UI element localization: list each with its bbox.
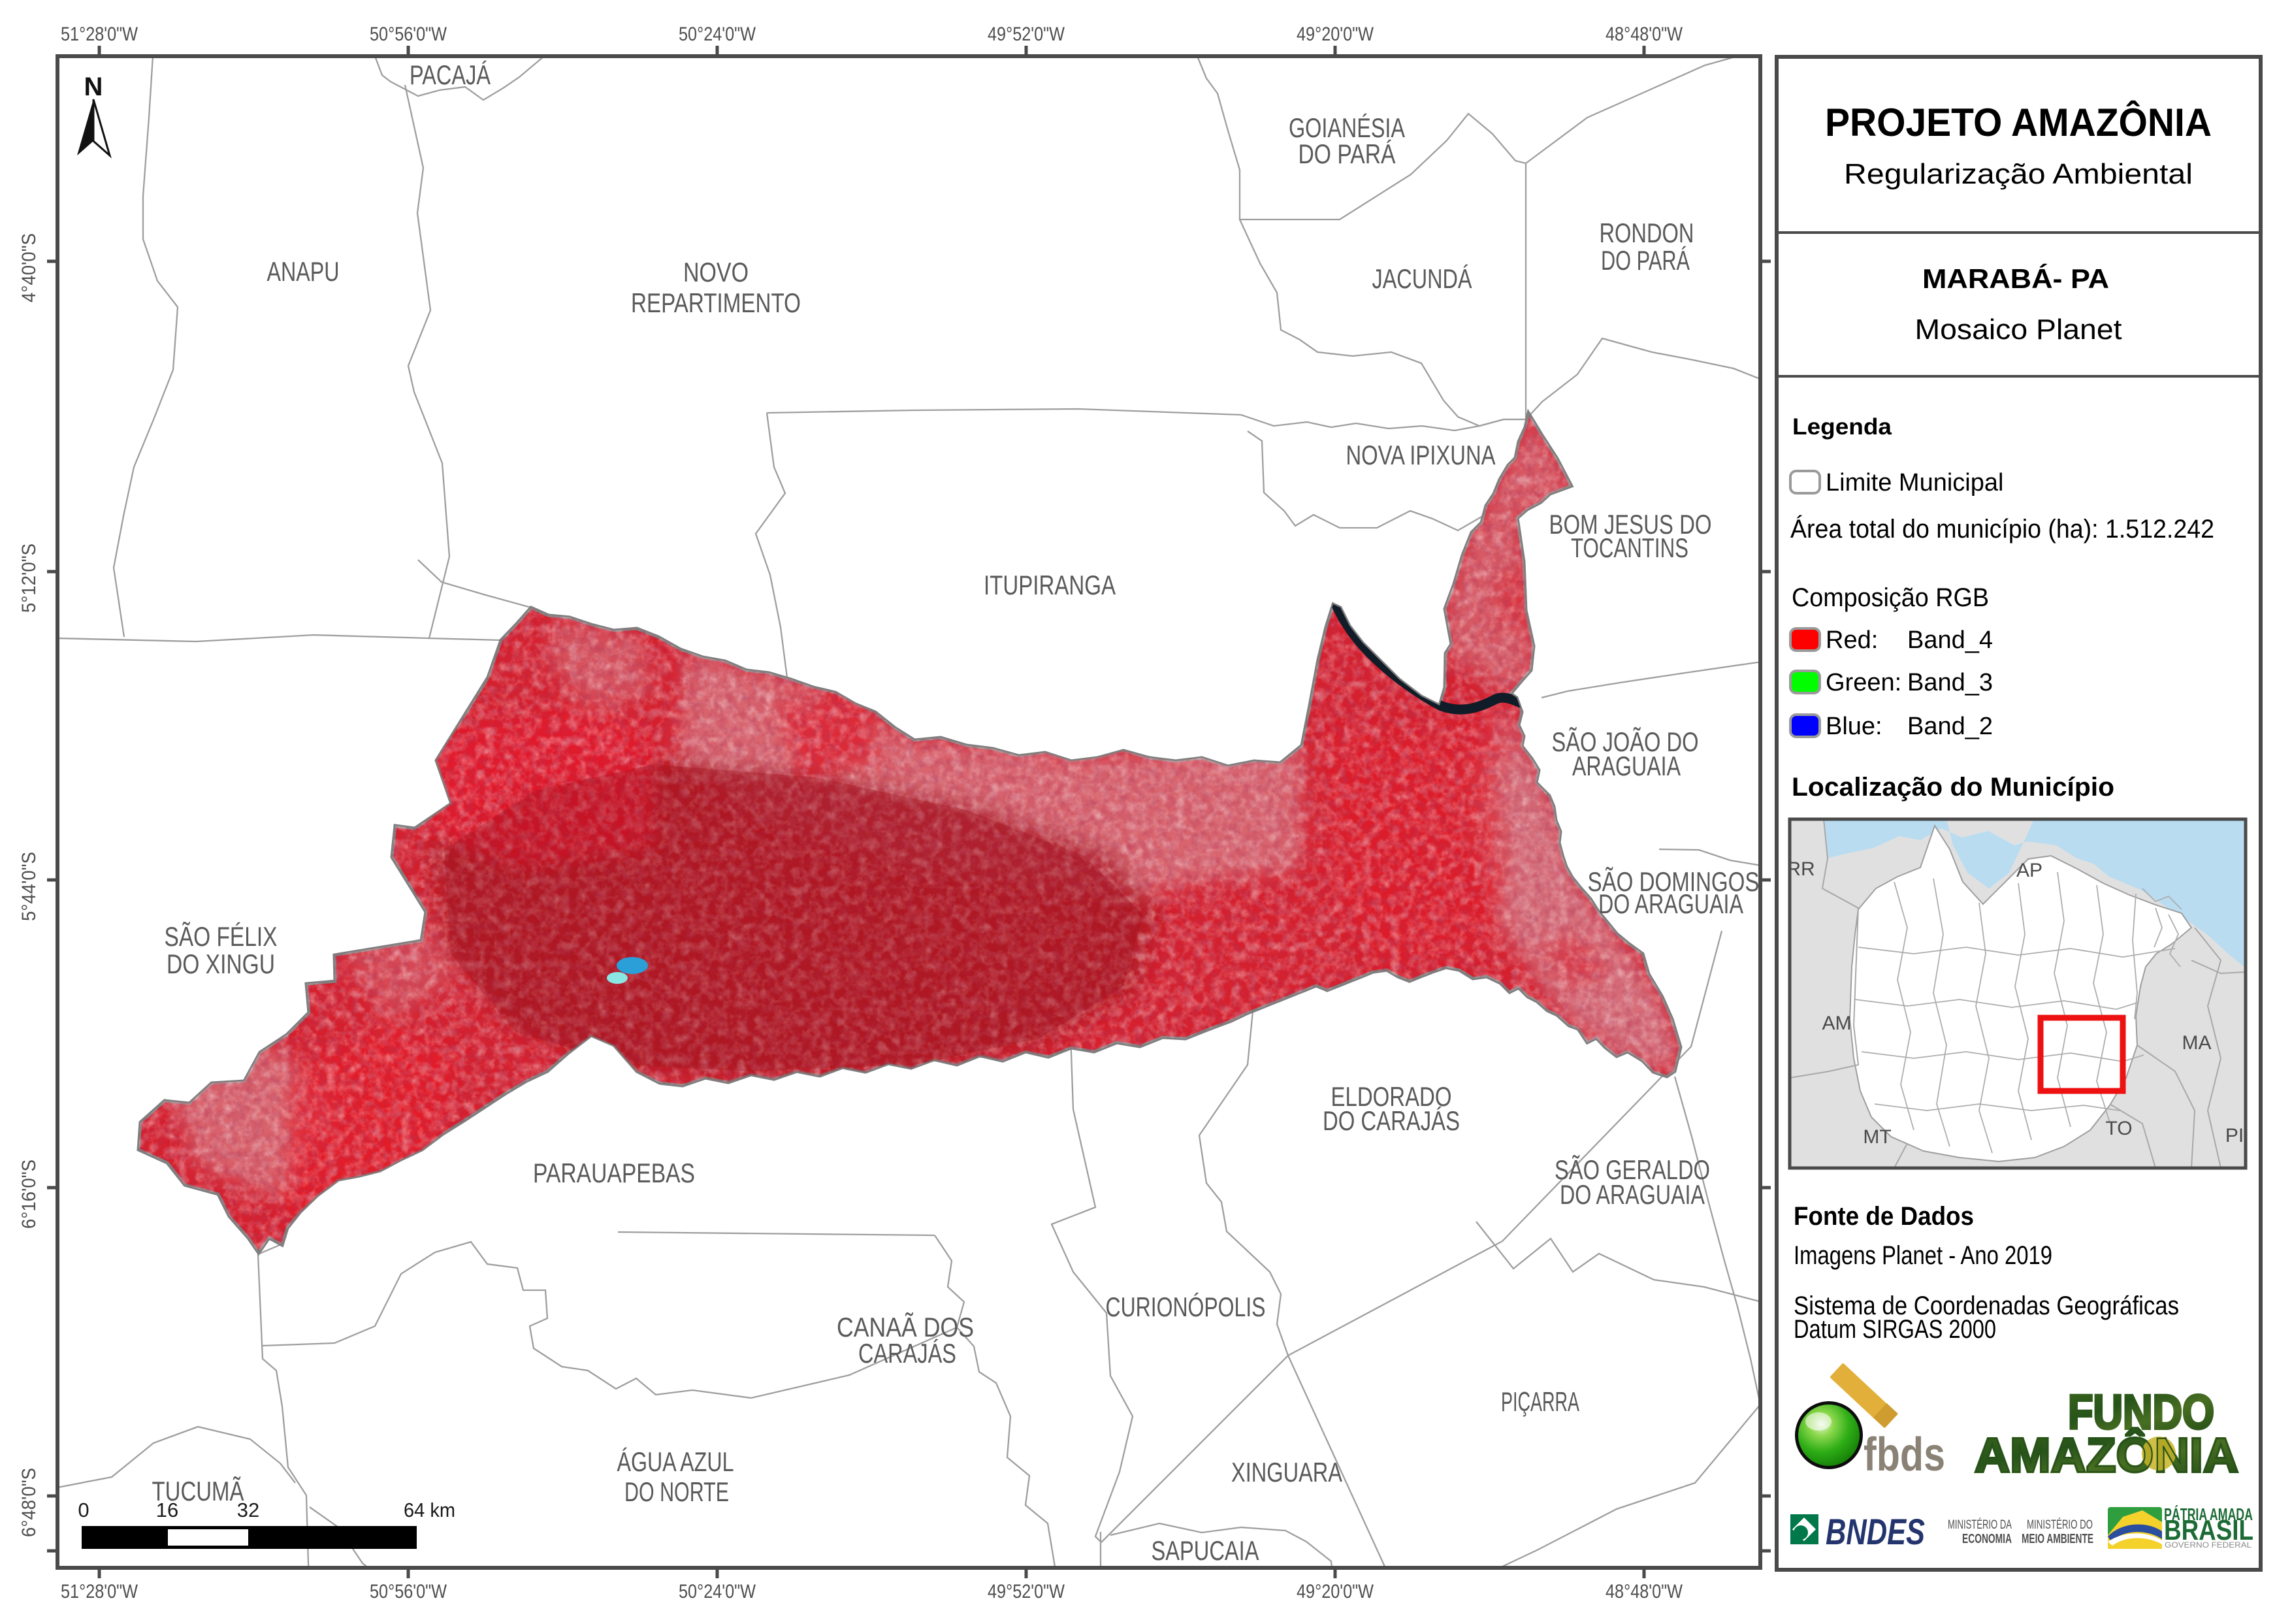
svg-text:64 km: 64 km — [404, 1499, 455, 1521]
svg-text:DO ARAGUAIA: DO ARAGUAIA — [1598, 888, 1743, 919]
svg-text:DO PARÁ: DO PARÁ — [1299, 138, 1396, 169]
svg-text:XINGUARA: XINGUARA — [1231, 1457, 1342, 1487]
svg-text:50°56'0"W: 50°56'0"W — [370, 24, 447, 45]
svg-text:49°20'0"W: 49°20'0"W — [1297, 1581, 1374, 1602]
svg-text:MA: MA — [2182, 1032, 2212, 1054]
svg-text:NOVO: NOVO — [683, 257, 749, 287]
svg-text:MINISTÉRIO DA: MINISTÉRIO DA — [1948, 1518, 2012, 1532]
svg-text:GOVERNO FEDERAL: GOVERNO FEDERAL — [2165, 1540, 2252, 1550]
svg-text:6°48'0"S: 6°48'0"S — [18, 1468, 40, 1537]
svg-text:RR: RR — [1786, 858, 1815, 880]
svg-text:Red:: Red: — [1826, 626, 1878, 654]
svg-text:Fonte de Dados: Fonte de Dados — [1794, 1202, 1974, 1231]
svg-text:FUNDO: FUNDO — [2068, 1385, 2214, 1439]
svg-text:ANAPU: ANAPU — [267, 256, 340, 287]
svg-text:48°48'0"W: 48°48'0"W — [1606, 1581, 1683, 1602]
svg-text:N: N — [84, 73, 103, 101]
svg-text:SÃO JOÃO DO: SÃO JOÃO DO — [1552, 726, 1699, 757]
svg-text:SÃO GERALDO: SÃO GERALDO — [1555, 1154, 1710, 1185]
svg-text:PARAUAPEBAS: PARAUAPEBAS — [533, 1158, 695, 1188]
svg-text:MT: MT — [1863, 1126, 1891, 1148]
svg-text:AM: AM — [1822, 1013, 1852, 1034]
svg-text:5°44'0"S: 5°44'0"S — [18, 852, 40, 921]
svg-text:BNDES: BNDES — [1826, 1511, 1925, 1552]
svg-text:ITUPIRANGA: ITUPIRANGA — [984, 570, 1116, 600]
svg-text:5°12'0"S: 5°12'0"S — [18, 544, 40, 613]
svg-text:PÁTRIA AMADA: PÁTRIA AMADA — [2164, 1504, 2253, 1524]
svg-text:BOM JESUS DO: BOM JESUS DO — [1549, 509, 1712, 540]
svg-text:Imagens Planet - Ano 2019: Imagens Planet - Ano 2019 — [1794, 1241, 2052, 1270]
svg-text:Green:: Green: — [1826, 669, 1901, 696]
svg-text:Mosaico Planet: Mosaico Planet — [1915, 314, 2122, 346]
svg-text:50°56'0"W: 50°56'0"W — [370, 1581, 447, 1602]
svg-text:ELDORADO: ELDORADO — [1331, 1081, 1452, 1112]
svg-text:Band_4: Band_4 — [1907, 626, 1993, 654]
svg-text:DO ARAGUAIA: DO ARAGUAIA — [1560, 1179, 1705, 1210]
svg-text:Área total do município (ha):: Área total do município (ha): 1.512.242 — [1790, 514, 2214, 544]
svg-text:AP: AP — [2016, 860, 2042, 881]
svg-text:Blue:: Blue: — [1826, 713, 1882, 740]
svg-text:ECONOMIA: ECONOMIA — [1962, 1532, 2012, 1546]
svg-text:MINISTÉRIO DO: MINISTÉRIO DO — [2027, 1518, 2093, 1532]
svg-text:NOVA IPIXUNA: NOVA IPIXUNA — [1346, 440, 1496, 470]
svg-text:RONDON: RONDON — [1600, 218, 1694, 248]
svg-text:PACAJÁ: PACAJÁ — [410, 59, 491, 90]
svg-text:TOCANTINS: TOCANTINS — [1571, 532, 1688, 563]
svg-text:49°52'0"W: 49°52'0"W — [988, 1581, 1065, 1602]
svg-text:Band_2: Band_2 — [1907, 713, 1993, 740]
svg-text:Regularização Ambiental: Regularização Ambiental — [1844, 158, 2193, 190]
svg-text:DO NORTE: DO NORTE — [624, 1476, 729, 1507]
svg-text:AMAZÔNIA: AMAZÔNIA — [1975, 1428, 2238, 1482]
svg-text:51°28'0"W: 51°28'0"W — [61, 1581, 138, 1602]
svg-text:16: 16 — [156, 1499, 178, 1521]
svg-text:PI: PI — [2225, 1125, 2244, 1146]
svg-text:ÁGUA AZUL: ÁGUA AZUL — [617, 1446, 734, 1477]
svg-text:fbds: fbds — [1864, 1429, 1945, 1481]
svg-text:49°52'0"W: 49°52'0"W — [988, 24, 1065, 45]
svg-text:GOIANÉSIA: GOIANÉSIA — [1289, 112, 1405, 143]
svg-text:AMAZÔNIA: AMAZÔNIA — [1975, 1428, 2238, 1482]
svg-text:Datum SIRGAS 2000: Datum SIRGAS 2000 — [1794, 1315, 1996, 1344]
svg-text:CURIONÓPOLIS: CURIONÓPOLIS — [1106, 1291, 1266, 1322]
svg-text:DO CARAJÁS: DO CARAJÁS — [1323, 1105, 1460, 1136]
svg-text:CANAÃ DOS: CANAÃ DOS — [837, 1312, 974, 1342]
svg-text:DO XINGU: DO XINGU — [167, 949, 275, 979]
svg-text:50°24'0"W: 50°24'0"W — [679, 1581, 756, 1602]
svg-text:Band_3: Band_3 — [1907, 669, 1993, 696]
svg-text:50°24'0"W: 50°24'0"W — [679, 24, 756, 45]
svg-text:SÃO FÉLIX: SÃO FÉLIX — [165, 921, 278, 952]
svg-text:SÃO DOMINGOS: SÃO DOMINGOS — [1588, 866, 1760, 897]
svg-text:SAPUCAIA: SAPUCAIA — [1152, 1535, 1259, 1566]
svg-text:JACUNDÁ: JACUNDÁ — [1372, 263, 1472, 294]
svg-text:4°40'0"S: 4°40'0"S — [18, 233, 40, 302]
svg-text:48°48'0"W: 48°48'0"W — [1606, 24, 1683, 45]
svg-text:TO: TO — [2105, 1118, 2132, 1139]
svg-text:Composição RGB: Composição RGB — [1792, 583, 1989, 612]
svg-text:CARAJÁS: CARAJÁS — [858, 1338, 956, 1369]
svg-text:51°28'0"W: 51°28'0"W — [61, 24, 138, 45]
svg-text:49°20'0"W: 49°20'0"W — [1297, 24, 1374, 45]
svg-text:REPARTIMENTO: REPARTIMENTO — [631, 287, 801, 318]
svg-text:32: 32 — [237, 1499, 259, 1521]
svg-text:Localização do Município: Localização do Município — [1792, 773, 2114, 802]
svg-text:TUCUMÃ: TUCUMÃ — [152, 1476, 244, 1506]
svg-text:BRASIL: BRASIL — [2164, 1514, 2253, 1546]
svg-text:Limite Municipal: Limite Municipal — [1826, 469, 2003, 496]
svg-text:6°16'0"S: 6°16'0"S — [18, 1160, 40, 1229]
svg-text:PIÇARRA: PIÇARRA — [1501, 1386, 1579, 1417]
svg-text:DO PARÁ: DO PARÁ — [1601, 245, 1690, 276]
svg-text:MEIO AMBIENTE: MEIO AMBIENTE — [2022, 1532, 2093, 1546]
svg-text:MARABÁ- PA: MARABÁ- PA — [1922, 263, 2109, 294]
svg-text:Legenda: Legenda — [1792, 414, 1892, 440]
svg-text:ARAGUAIA: ARAGUAIA — [1572, 751, 1681, 781]
svg-text:PROJETO AMAZÔNIA: PROJETO AMAZÔNIA — [1825, 101, 2212, 144]
svg-text:0: 0 — [78, 1499, 89, 1521]
svg-text:Sistema de Coordenadas Geográf: Sistema de Coordenadas Geográficas — [1794, 1291, 2179, 1320]
